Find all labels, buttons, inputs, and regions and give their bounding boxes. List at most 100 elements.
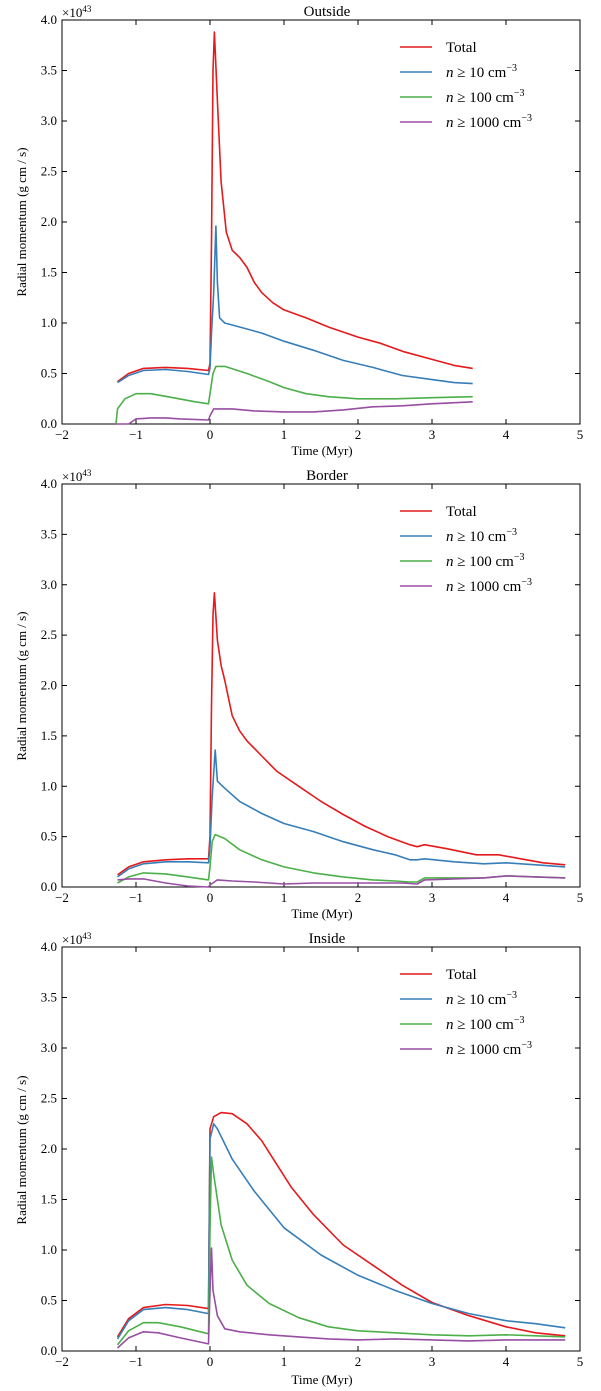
x-tick-label: −2	[55, 890, 69, 905]
legend-label-3: n ≥ 1000 cm−3	[446, 1040, 532, 1058]
chart-title: Inside	[309, 931, 346, 947]
y-tick-label: 2.5	[41, 1091, 57, 1106]
y-tick-label: 3.5	[41, 526, 57, 541]
y-scale-exponent: ×1043	[62, 4, 92, 20]
legend-label-1: n ≥ 10 cm−3	[446, 990, 517, 1008]
x-tick-label: 1	[281, 427, 288, 442]
x-tick-label: −1	[129, 427, 143, 442]
y-scale-exponent: ×1043	[62, 931, 92, 947]
series-line-0	[117, 592, 566, 876]
y-tick-label: 3.5	[41, 63, 57, 78]
series-line-2	[115, 365, 473, 425]
x-tick-label: −1	[129, 1354, 143, 1369]
y-tick-label: 4.0	[41, 939, 57, 954]
y-tick-label: 3.0	[41, 113, 57, 128]
axes: −2 −1 0 1 2 3 4 5 0.0 0.5 1.0 1.5 2.0 2.5 3.0 3.5 4.0	[41, 476, 584, 905]
series-lines	[117, 592, 566, 888]
y-tick-label: 2.0	[41, 678, 57, 693]
x-tick-label: 5	[577, 890, 584, 905]
x-tick-label: 4	[503, 1354, 510, 1369]
x-tick-label: 5	[577, 1354, 584, 1369]
legend-label-1: n ≥ 10 cm−3	[446, 527, 517, 545]
y-tick-label: 0.5	[41, 366, 57, 381]
y-tick-label: 4.0	[41, 476, 57, 491]
y-tick-label: 0.5	[41, 829, 57, 844]
y-axis-label: Radial momentum (g cm / s)	[14, 611, 29, 760]
x-tick-label: 1	[281, 1354, 288, 1369]
x-axis-label: Time (Myr)	[291, 1372, 352, 1387]
legend-label-0: Total	[446, 40, 477, 56]
y-tick-label: 4.0	[41, 12, 57, 27]
series-line-3	[116, 401, 473, 425]
x-tick-label: 3	[429, 890, 436, 905]
series-line-3	[117, 875, 566, 888]
series-line-3	[116, 1247, 566, 1349]
x-tick-label: 2	[355, 427, 362, 442]
y-tick-label: 1.5	[41, 265, 57, 280]
panel-inside: Inside ×1043 Radial momentum (g cm / s) …	[14, 931, 583, 1387]
y-axis-label: Radial momentum (g cm / s)	[14, 147, 29, 296]
y-tick-label: 1.5	[41, 728, 57, 743]
y-tick-label: 2.0	[41, 214, 57, 229]
y-axis-label: Radial momentum (g cm / s)	[14, 1075, 29, 1224]
x-tick-label: 0	[207, 427, 214, 442]
x-tick-label: 0	[207, 890, 214, 905]
legend-label-1: n ≥ 10 cm−3	[446, 63, 517, 81]
x-axis-label: Time (Myr)	[291, 906, 352, 921]
chart-title: Outside	[304, 4, 351, 20]
legend-label-0: Total	[446, 967, 477, 983]
legend-label-3: n ≥ 1000 cm−3	[446, 113, 532, 131]
y-tick-label: 0.0	[41, 1343, 57, 1358]
y-tick-label: 2.5	[41, 164, 57, 179]
x-tick-label: −2	[55, 1354, 69, 1369]
y-tick-label: 0.0	[41, 879, 57, 894]
y-tick-label: 0.5	[41, 1293, 57, 1308]
series-line-0	[117, 31, 473, 383]
chart-title: Border	[306, 468, 348, 484]
y-tick-label: 1.0	[41, 315, 57, 330]
series-lines	[116, 1111, 566, 1349]
x-tick-label: 0	[207, 1354, 214, 1369]
x-tick-label: 4	[503, 427, 510, 442]
y-tick-label: 2.0	[41, 1141, 57, 1156]
y-tick-label: 1.0	[41, 1242, 57, 1257]
x-tick-label: 3	[429, 427, 436, 442]
axes: −2 −1 0 1 2 3 4 5 0.0 0.5 1.0 1.5 2.0 2.5 3.0 3.5 4.0	[41, 12, 584, 442]
series-line-0	[116, 1111, 566, 1338]
x-tick-label: −2	[55, 427, 69, 442]
legend-label-2: n ≥ 100 cm−3	[446, 1015, 524, 1033]
x-tick-label: −1	[129, 890, 143, 905]
legend-label-3: n ≥ 1000 cm−3	[446, 577, 532, 595]
legend-label-2: n ≥ 100 cm−3	[446, 88, 524, 106]
panel-border: Border ×1043 Radial momentum (g cm / s) …	[14, 468, 583, 921]
panel-outside: Outside ×1043 Radial momentum (g cm / s)…	[14, 4, 583, 458]
legend-label-0: Total	[446, 504, 477, 520]
x-tick-label: 4	[503, 890, 510, 905]
series-line-2	[116, 1156, 566, 1346]
x-axis-label: Time (Myr)	[291, 443, 352, 458]
legend: Total n ≥ 10 cm−3 n ≥ 100 cm−3 n ≥ 1000 cm−…	[400, 967, 532, 1058]
series-lines	[115, 31, 473, 425]
series-line-1	[116, 1123, 566, 1340]
series-line-2	[117, 833, 566, 884]
x-tick-label: 2	[355, 1354, 362, 1369]
y-tick-label: 0.0	[41, 416, 57, 431]
x-tick-label: 1	[281, 890, 288, 905]
legend: Total n ≥ 10 cm−3 n ≥ 100 cm−3 n ≥ 1000 cm−…	[400, 40, 532, 131]
y-tick-label: 1.0	[41, 778, 57, 793]
x-tick-label: 2	[355, 890, 362, 905]
y-tick-label: 3.5	[41, 990, 57, 1005]
y-tick-label: 2.5	[41, 627, 57, 642]
y-tick-label: 3.0	[41, 1040, 57, 1055]
y-tick-label: 3.0	[41, 577, 57, 592]
series-line-1	[117, 225, 473, 385]
y-tick-label: 1.5	[41, 1192, 57, 1207]
legend: Total n ≥ 10 cm−3 n ≥ 100 cm−3 n ≥ 1000 cm−…	[400, 504, 532, 595]
x-tick-label: 3	[429, 1354, 436, 1369]
x-tick-label: 5	[577, 427, 584, 442]
series-line-1	[117, 749, 566, 878]
legend-label-2: n ≥ 100 cm−3	[446, 552, 524, 570]
axes: −2 −1 0 1 2 3 4 5 0.0 0.5 1.0 1.5 2.0 2.5 3.0 3.5 4.0	[41, 939, 584, 1369]
y-scale-exponent: ×1043	[62, 468, 92, 484]
